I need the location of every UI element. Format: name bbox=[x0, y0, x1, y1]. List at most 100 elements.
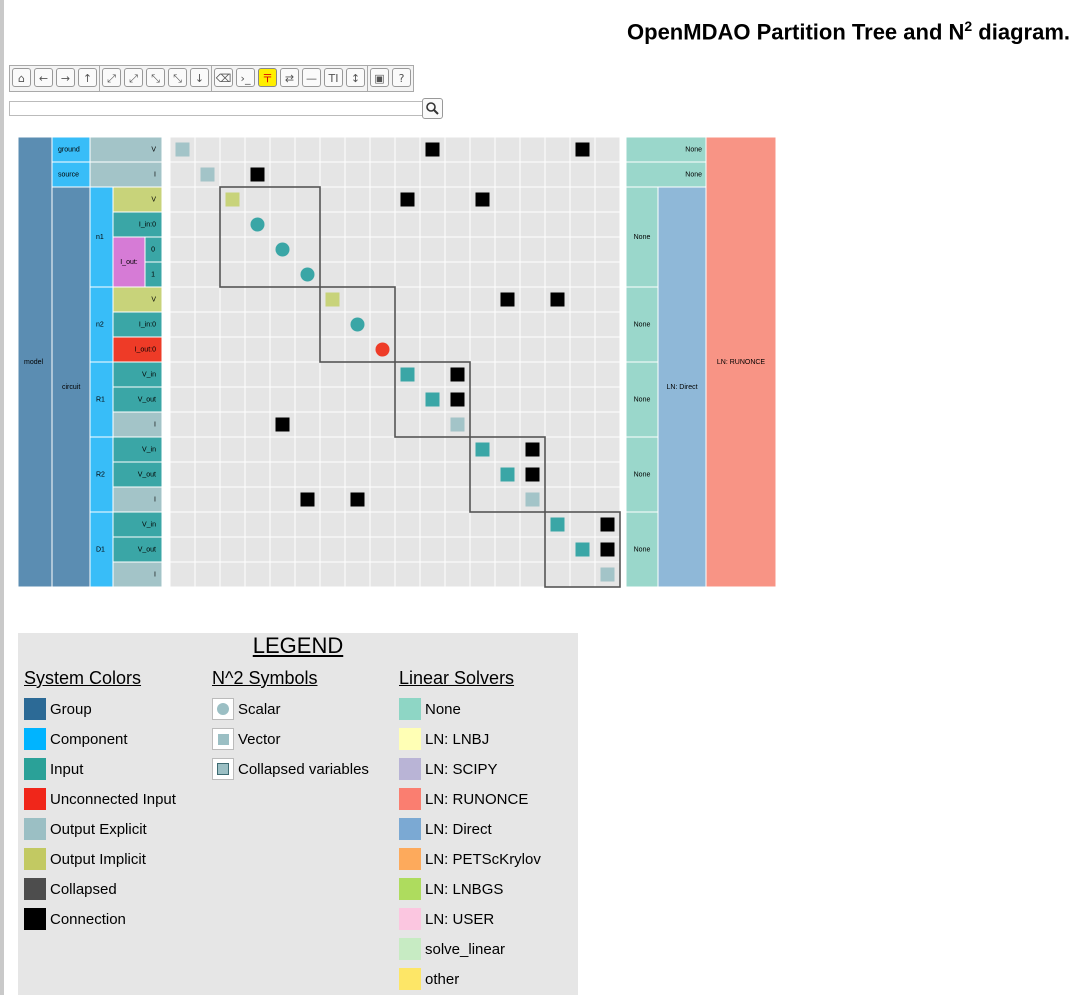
matrix-cell[interactable] bbox=[469, 486, 496, 513]
matrix-cell[interactable] bbox=[419, 186, 446, 213]
connection-marker[interactable] bbox=[275, 417, 290, 432]
matrix-cell[interactable] bbox=[194, 511, 221, 538]
matrix-cell[interactable] bbox=[369, 536, 396, 563]
matrix-cell[interactable] bbox=[169, 161, 196, 188]
matrix-cell[interactable] bbox=[569, 386, 596, 413]
matrix-cell[interactable] bbox=[419, 486, 446, 513]
matrix-cell[interactable] bbox=[219, 461, 246, 488]
matrix-cell[interactable] bbox=[494, 136, 521, 163]
vector-marker[interactable] bbox=[225, 192, 240, 207]
matrix-cell[interactable] bbox=[419, 411, 446, 438]
vector-marker[interactable] bbox=[525, 492, 540, 507]
matrix-cell[interactable] bbox=[469, 311, 496, 338]
matrix-cell[interactable] bbox=[394, 286, 421, 313]
matrix-cell[interactable] bbox=[469, 136, 496, 163]
matrix-cell[interactable] bbox=[544, 236, 571, 263]
matrix-cell[interactable] bbox=[594, 186, 621, 213]
matrix-cell[interactable] bbox=[219, 286, 246, 313]
matrix-cell[interactable] bbox=[519, 361, 546, 388]
matrix-cell[interactable] bbox=[594, 436, 621, 463]
tree-var[interactable] bbox=[112, 361, 163, 388]
matrix-cell[interactable] bbox=[519, 136, 546, 163]
minus-button[interactable]: — bbox=[302, 68, 321, 87]
matrix-cell[interactable] bbox=[194, 286, 221, 313]
matrix-cell[interactable] bbox=[444, 186, 471, 213]
matrix-cell[interactable] bbox=[444, 336, 471, 363]
matrix-cell[interactable] bbox=[494, 436, 521, 463]
matrix-cell[interactable] bbox=[419, 536, 446, 563]
connection-marker[interactable] bbox=[500, 292, 515, 307]
matrix-cell[interactable] bbox=[444, 136, 471, 163]
matrix-cell[interactable] bbox=[469, 561, 496, 588]
matrix-cell[interactable] bbox=[569, 161, 596, 188]
tree-node-circuit[interactable] bbox=[51, 186, 91, 588]
matrix-cell[interactable] bbox=[369, 511, 396, 538]
matrix-cell[interactable] bbox=[444, 436, 471, 463]
matrix-cell[interactable] bbox=[544, 486, 571, 513]
matrix-cell[interactable] bbox=[194, 261, 221, 288]
tree-node-model[interactable] bbox=[17, 136, 53, 588]
connection-marker[interactable] bbox=[350, 492, 365, 507]
matrix-cell[interactable] bbox=[419, 511, 446, 538]
matrix-cell[interactable] bbox=[444, 461, 471, 488]
matrix-cell[interactable] bbox=[469, 461, 496, 488]
matrix-cell[interactable] bbox=[219, 536, 246, 563]
matrix-cell[interactable] bbox=[469, 236, 496, 263]
matrix-cell[interactable] bbox=[194, 336, 221, 363]
matrix-cell[interactable] bbox=[544, 186, 571, 213]
matrix-cell[interactable] bbox=[294, 336, 321, 363]
matrix-cell[interactable] bbox=[294, 386, 321, 413]
tree-var[interactable] bbox=[112, 436, 163, 463]
matrix-cell[interactable] bbox=[569, 211, 596, 238]
matrix-cell[interactable] bbox=[194, 186, 221, 213]
matrix-cell[interactable] bbox=[269, 561, 296, 588]
matrix-cell[interactable] bbox=[219, 411, 246, 438]
matrix-cell[interactable] bbox=[194, 361, 221, 388]
matrix-cell[interactable] bbox=[594, 211, 621, 238]
matrix-cell[interactable] bbox=[319, 536, 346, 563]
matrix-cell[interactable] bbox=[169, 361, 196, 388]
matrix-cell[interactable] bbox=[344, 461, 371, 488]
matrix-cell[interactable] bbox=[169, 186, 196, 213]
matrix-cell[interactable] bbox=[394, 411, 421, 438]
matrix-cell[interactable] bbox=[494, 561, 521, 588]
matrix-cell[interactable] bbox=[344, 286, 371, 313]
save-button[interactable]: ▣ bbox=[370, 68, 389, 87]
matrix-cell[interactable] bbox=[444, 561, 471, 588]
matrix-cell[interactable] bbox=[569, 461, 596, 488]
matrix-cell[interactable] bbox=[269, 261, 296, 288]
scalar-marker[interactable] bbox=[275, 242, 290, 257]
matrix-cell[interactable] bbox=[269, 486, 296, 513]
matrix-cell[interactable] bbox=[419, 211, 446, 238]
matrix-cell[interactable] bbox=[269, 436, 296, 463]
matrix-cell[interactable] bbox=[494, 386, 521, 413]
matrix-cell[interactable] bbox=[319, 461, 346, 488]
matrix-cell[interactable] bbox=[444, 536, 471, 563]
matrix-cell[interactable] bbox=[194, 461, 221, 488]
matrix-cell[interactable] bbox=[344, 436, 371, 463]
collapse-all-button[interactable]: ⤡ bbox=[168, 68, 187, 87]
matrix-cell[interactable] bbox=[569, 236, 596, 263]
matrix-cell[interactable] bbox=[519, 211, 546, 238]
connection-marker[interactable] bbox=[450, 367, 465, 382]
matrix-cell[interactable] bbox=[419, 461, 446, 488]
matrix-cell[interactable] bbox=[544, 386, 571, 413]
matrix-cell[interactable] bbox=[194, 486, 221, 513]
forward-button[interactable]: → bbox=[56, 68, 75, 87]
matrix-cell[interactable] bbox=[319, 161, 346, 188]
matrix-cell[interactable] bbox=[594, 311, 621, 338]
matrix-cell[interactable] bbox=[219, 386, 246, 413]
matrix-cell[interactable] bbox=[194, 236, 221, 263]
matrix-cell[interactable] bbox=[344, 236, 371, 263]
vector-marker[interactable] bbox=[600, 567, 615, 582]
matrix-cell[interactable] bbox=[369, 261, 396, 288]
matrix-cell[interactable] bbox=[569, 411, 596, 438]
solver-model[interactable] bbox=[705, 136, 777, 588]
matrix-cell[interactable] bbox=[319, 236, 346, 263]
matrix-cell[interactable] bbox=[294, 236, 321, 263]
matrix-cell[interactable] bbox=[394, 511, 421, 538]
matrix-cell[interactable] bbox=[244, 536, 271, 563]
matrix-cell[interactable] bbox=[219, 136, 246, 163]
matrix-cell[interactable] bbox=[294, 161, 321, 188]
matrix-cell[interactable] bbox=[169, 236, 196, 263]
